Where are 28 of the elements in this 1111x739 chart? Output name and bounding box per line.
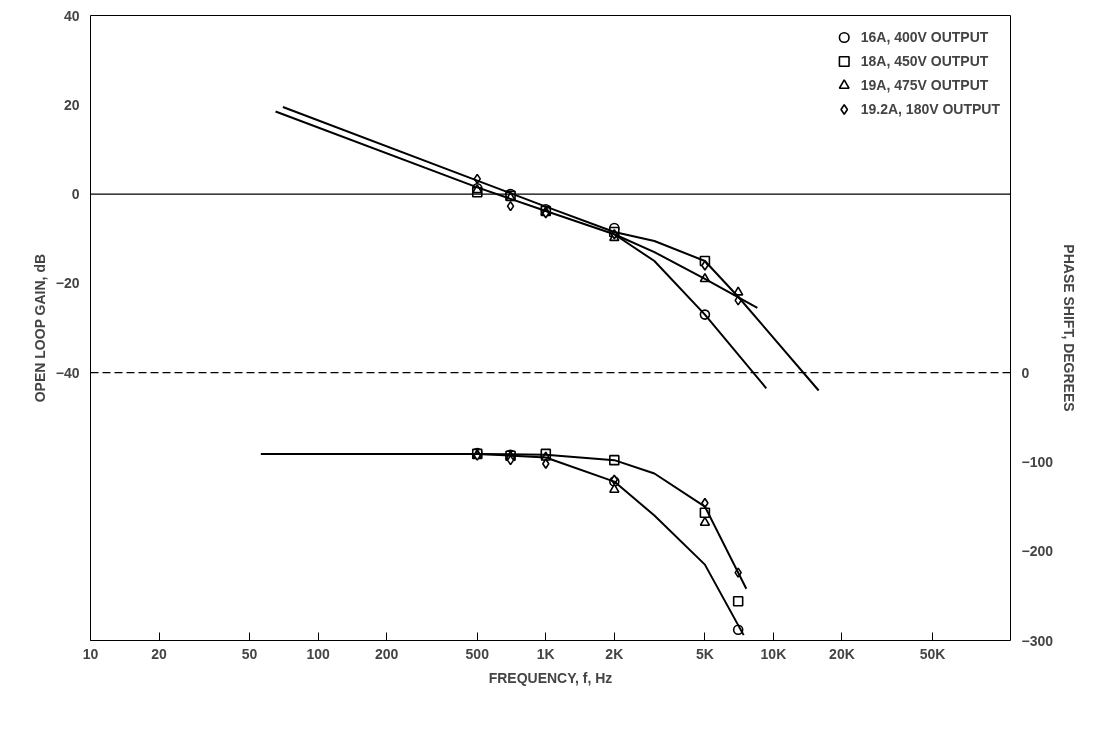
x-tick-label: 20 bbox=[151, 645, 168, 662]
legend-label: 16A, 400V OUTPUT bbox=[860, 28, 989, 47]
x-tick-label: 20K bbox=[829, 645, 855, 662]
legend-label: 18A, 450V OUTPUT bbox=[860, 52, 989, 71]
x-tick-label: 5K bbox=[695, 645, 714, 662]
y-tick-label: −20 bbox=[55, 275, 80, 292]
y2-tick-label: −100 bbox=[1021, 453, 1054, 470]
y2-axis-title: PHASE SHIFT, DEGREES bbox=[1061, 244, 1078, 412]
y-tick-label: −40 bbox=[55, 364, 80, 381]
x-tick-label: 100 bbox=[306, 645, 331, 662]
legend-label: 19A, 475V OUTPUT bbox=[860, 76, 989, 95]
x-tick-label: 50 bbox=[241, 645, 258, 662]
y-tick-label: 0 bbox=[71, 186, 80, 203]
x-tick-label: 10K bbox=[760, 645, 787, 662]
y2-tick-label: −200 bbox=[1021, 543, 1054, 560]
x-tick-label: 2K bbox=[605, 645, 624, 662]
y-tick-label: 40 bbox=[63, 7, 80, 24]
y-tick-label: 20 bbox=[63, 96, 80, 113]
y-axis-title: OPEN LOOP GAIN, dB bbox=[31, 253, 48, 403]
y2-tick-label: −300 bbox=[1021, 632, 1054, 649]
x-tick-label: 200 bbox=[374, 645, 399, 662]
legend-label: 19.2A, 180V OUTPUT bbox=[860, 100, 1000, 119]
x-tick-label: 50K bbox=[919, 645, 946, 662]
y2-tick-label: 0 bbox=[1021, 364, 1030, 381]
x-tick-label: 500 bbox=[465, 645, 490, 662]
x-tick-label: 1K bbox=[536, 645, 555, 662]
x-axis-title: FREQUENCY, f, Hz bbox=[488, 669, 613, 686]
x-tick-label: 10 bbox=[82, 645, 99, 662]
